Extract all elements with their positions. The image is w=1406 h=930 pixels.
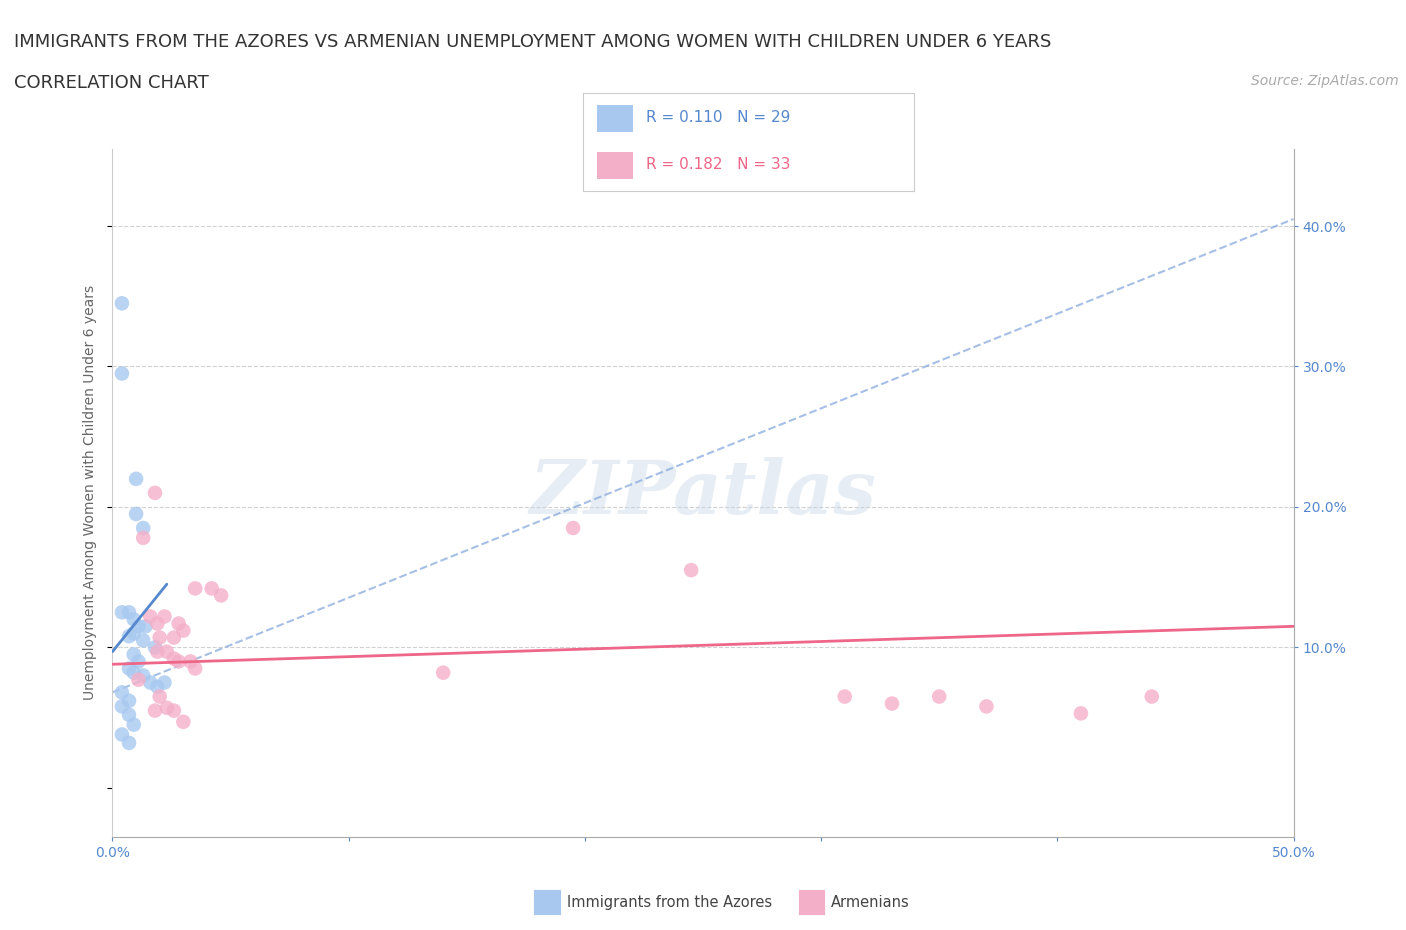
Text: IMMIGRANTS FROM THE AZORES VS ARMENIAN UNEMPLOYMENT AMONG WOMEN WITH CHILDREN UN: IMMIGRANTS FROM THE AZORES VS ARMENIAN U… (14, 33, 1052, 50)
Point (1140, 689, 1163, 704)
Point (163, 703, 186, 718)
Point (111, 699, 134, 714)
Point (122, 647, 145, 662)
Point (146, 616, 169, 631)
Point (149, 689, 172, 704)
Point (139, 675, 162, 690)
Y-axis label: Unemployment Among Women with Children Under 6 years: Unemployment Among Women with Children U… (83, 286, 97, 700)
Point (125, 472, 148, 486)
Point (135, 618, 157, 633)
Point (167, 654, 190, 669)
Point (172, 714, 194, 729)
Point (928, 689, 950, 704)
Point (681, 563, 703, 578)
Point (122, 612, 145, 627)
Point (143, 485, 166, 500)
Point (139, 609, 162, 624)
Point (167, 616, 190, 631)
Point (163, 651, 186, 666)
Point (143, 703, 166, 718)
Point (432, 665, 454, 680)
Text: ZIPatlas: ZIPatlas (530, 457, 876, 529)
Point (880, 697, 903, 711)
Point (127, 618, 149, 633)
Point (143, 640, 166, 655)
Point (118, 736, 141, 751)
Point (834, 689, 856, 704)
Point (153, 609, 176, 624)
Point (127, 654, 149, 669)
Point (184, 581, 207, 596)
Point (111, 604, 134, 619)
Point (122, 665, 145, 680)
Point (209, 588, 232, 603)
Point (111, 296, 134, 311)
Point (125, 507, 148, 522)
Point (118, 694, 141, 709)
Point (118, 604, 141, 619)
Point (111, 684, 134, 699)
Point (118, 661, 141, 676)
Point (156, 644, 179, 659)
Point (132, 668, 155, 683)
Text: R = 0.110   N = 29: R = 0.110 N = 29 (647, 111, 790, 126)
Point (132, 521, 155, 536)
Point (118, 708, 141, 723)
Point (976, 699, 998, 714)
Point (111, 366, 134, 381)
Point (146, 644, 169, 659)
Point (1070, 706, 1092, 721)
Point (127, 672, 149, 687)
Bar (596, 105, 633, 132)
Text: Armenians: Armenians (831, 895, 910, 910)
Point (201, 581, 224, 596)
Bar (596, 152, 633, 179)
Point (122, 626, 145, 641)
Point (153, 675, 176, 690)
Point (172, 623, 194, 638)
Point (149, 631, 172, 645)
Point (179, 654, 201, 669)
Text: Immigrants from the Azores: Immigrants from the Azores (567, 895, 772, 910)
Point (562, 521, 585, 536)
Point (132, 633, 155, 648)
Text: R = 0.182   N = 33: R = 0.182 N = 33 (647, 157, 790, 172)
Point (184, 661, 207, 676)
Text: CORRELATION CHART: CORRELATION CHART (14, 74, 209, 92)
Text: Source: ZipAtlas.com: Source: ZipAtlas.com (1251, 74, 1399, 88)
Point (118, 629, 141, 644)
Point (122, 717, 145, 732)
Point (111, 727, 134, 742)
Point (156, 700, 179, 715)
Point (132, 530, 155, 545)
Point (163, 631, 186, 645)
Point (146, 679, 169, 694)
